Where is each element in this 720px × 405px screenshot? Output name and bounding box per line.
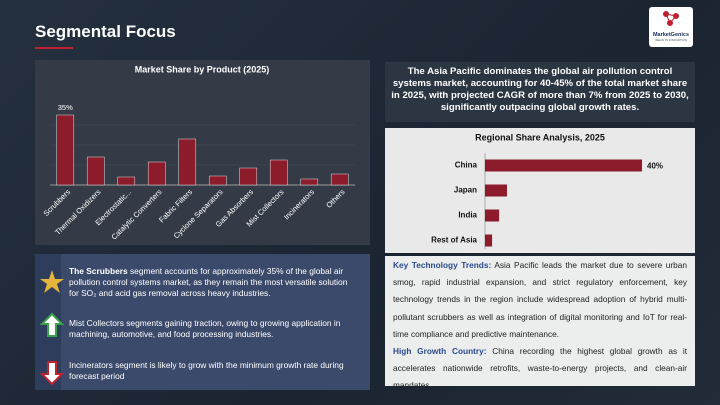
bar bbox=[86, 156, 105, 186]
bar bbox=[147, 161, 166, 186]
trends-panel: Key Technology Trends: Asia Pacific lead… bbox=[385, 256, 695, 390]
logo-tagline: IDEAS IN INNOVATION bbox=[655, 38, 687, 42]
y-tick-label: China bbox=[455, 161, 478, 170]
value-label: 40% bbox=[647, 162, 663, 171]
bar bbox=[239, 167, 258, 186]
trend-text: Asia Pacific leads the market due to sev… bbox=[393, 260, 687, 339]
page-title: Segmental Focus bbox=[35, 22, 176, 41]
region-chart: Regional Share Analysis, 2025 China 40% Jap… bbox=[385, 128, 695, 253]
chart-title: Regional Share Analysis, 2025 bbox=[475, 132, 605, 142]
y-tick-label: India bbox=[458, 211, 477, 220]
bar bbox=[330, 173, 349, 186]
logo-icon bbox=[663, 11, 679, 26]
star-icon bbox=[40, 270, 64, 293]
bar bbox=[208, 175, 227, 186]
up-arrow-icon bbox=[40, 312, 64, 337]
highlight: Incinerators segment is likely to grow w… bbox=[69, 360, 344, 381]
bar bbox=[56, 114, 75, 186]
icons bbox=[40, 270, 64, 386]
highlights-panel: The Scrubbers segment accounts for appro… bbox=[35, 254, 370, 390]
bar bbox=[485, 184, 507, 197]
highlight: The Scrubbers segment accounts for appro… bbox=[69, 266, 359, 299]
title-underline bbox=[35, 47, 73, 49]
bar bbox=[178, 138, 197, 186]
trend-text: China recording the highest global growt… bbox=[393, 346, 687, 391]
value-label: 35% bbox=[58, 103, 73, 112]
product-chart: Market Share by Product (2025)Scrubbers3… bbox=[35, 60, 370, 245]
logo: MarketGenics IDEAS IN INNOVATION bbox=[649, 7, 693, 47]
bar bbox=[485, 209, 500, 222]
bar bbox=[300, 178, 319, 186]
highlight-lead: The Scrubbers bbox=[69, 266, 128, 276]
logo-text: MarketGenics bbox=[652, 32, 690, 38]
trend-label: Key Technology Trends: bbox=[393, 260, 492, 270]
bar bbox=[117, 176, 136, 186]
highlight: Mist Collectors segments gaining tractio… bbox=[69, 318, 341, 339]
y-tick-label: Japan bbox=[454, 186, 477, 195]
down-arrow-icon bbox=[40, 361, 64, 386]
chart-title: Market Share by Product (2025) bbox=[135, 64, 270, 74]
panel bbox=[385, 128, 695, 253]
highlight-text: segment accounts for approximately 35% o… bbox=[69, 266, 348, 298]
summary: The Asia Pacific dominates the global ai… bbox=[385, 62, 695, 122]
y-tick-label: Rest of Asia bbox=[431, 236, 477, 245]
trend-label: High Growth Country: bbox=[393, 346, 487, 357]
bar bbox=[485, 234, 493, 247]
bar bbox=[269, 159, 288, 186]
panel bbox=[35, 60, 370, 245]
bar bbox=[485, 159, 642, 172]
